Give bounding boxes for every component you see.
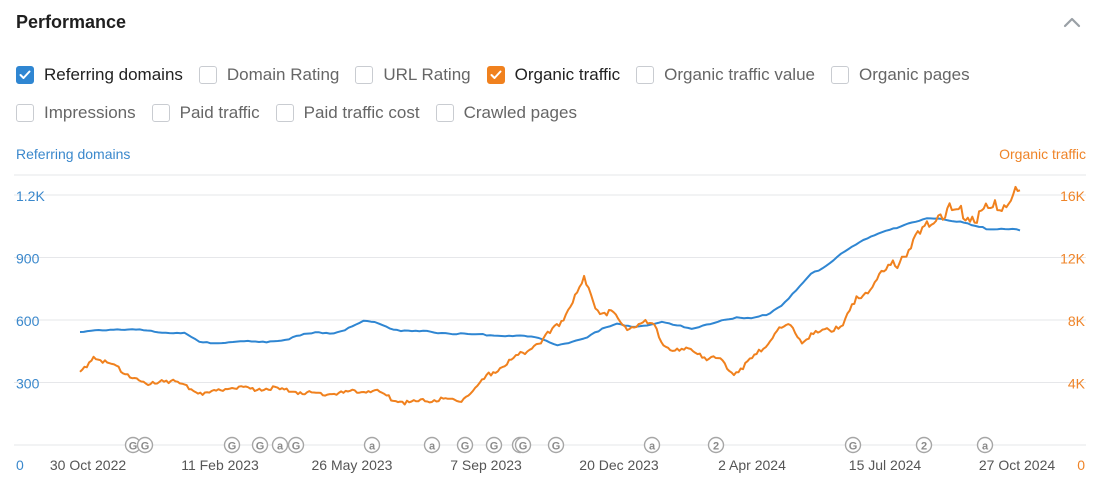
event-marker-label: G bbox=[256, 441, 265, 453]
event-marker bbox=[976, 436, 994, 454]
event-marker bbox=[456, 436, 474, 454]
event-marker-label: G bbox=[228, 441, 237, 453]
event-marker-label: a bbox=[982, 441, 989, 453]
event-marker bbox=[514, 436, 532, 454]
event-marker bbox=[251, 436, 269, 454]
metric-label: Impressions bbox=[44, 103, 136, 122]
event-marker bbox=[423, 436, 441, 454]
event-marker bbox=[547, 436, 565, 454]
metric-label: Domain Rating bbox=[226, 65, 340, 84]
metric-organic-pages[interactable]: Organic pages bbox=[831, 65, 970, 85]
metric-label: Referring domains bbox=[44, 65, 183, 84]
checkbox-impressions[interactable] bbox=[16, 104, 34, 122]
metric-organic-traffic[interactable]: Organic traffic bbox=[486, 65, 621, 85]
event-marker bbox=[915, 436, 933, 454]
event-marker bbox=[136, 436, 154, 454]
event-marker-label: a bbox=[369, 441, 376, 453]
x-tick-label: 30 Oct 2022 bbox=[50, 457, 126, 473]
left-axis-title: Referring domains bbox=[16, 146, 131, 162]
left-tick-label: 900 bbox=[16, 251, 40, 267]
event-marker-label: G bbox=[519, 441, 528, 453]
metric-label: Crawled pages bbox=[463, 103, 577, 122]
event-marker-label: G bbox=[141, 441, 150, 453]
series-line-referring-domains bbox=[79, 217, 1021, 347]
chevron-up-icon bbox=[1063, 17, 1081, 28]
x-tick-label: 27 Oct 2024 bbox=[979, 457, 1055, 473]
x-tick-label: 26 May 2023 bbox=[312, 457, 393, 473]
left-tick-label: 600 bbox=[16, 313, 40, 329]
panel-title: Performance bbox=[16, 12, 127, 32]
checkmark-icon bbox=[19, 70, 31, 79]
event-marker bbox=[223, 436, 241, 454]
event-marker-label: G bbox=[292, 441, 301, 453]
event-marker bbox=[707, 436, 725, 454]
event-marker-label: a bbox=[429, 441, 436, 453]
event-marker bbox=[643, 436, 661, 454]
event-marker-label: G bbox=[849, 441, 858, 453]
x-tick-label: 20 Dec 2023 bbox=[579, 457, 659, 473]
event-marker bbox=[363, 436, 381, 454]
checkbox-organic-pages[interactable] bbox=[831, 66, 849, 84]
event-marker-label: G bbox=[129, 441, 138, 453]
event-marker-label: G bbox=[552, 441, 561, 453]
metric-selector: Referring domains Domain Rating URL Rating… bbox=[16, 56, 1086, 132]
event-marker-label: a bbox=[277, 441, 284, 453]
right-tick-label: 16K bbox=[1060, 188, 1086, 204]
chart-canvas: 0 300 600 900 1.2K 0 4K 8K 12K 16K 30 Oct 2022 11 F… bbox=[14, 174, 1086, 473]
right-tick-label: 0 bbox=[1077, 457, 1085, 473]
metric-organic-traffic-value[interactable]: Organic traffic value bbox=[636, 65, 815, 85]
checkbox-paid-traffic-cost[interactable] bbox=[275, 104, 294, 122]
event-marker bbox=[271, 436, 289, 454]
metric-label: Organic traffic value bbox=[664, 65, 815, 84]
metric-label: Organic pages bbox=[859, 65, 970, 84]
left-tick-label: 1.2K bbox=[16, 188, 45, 204]
checkbox-url-rating[interactable] bbox=[355, 66, 374, 84]
checkbox-organic-traffic-value[interactable] bbox=[636, 66, 655, 84]
event-marker bbox=[485, 436, 503, 454]
x-tick-label: 15 Jul 2024 bbox=[849, 457, 922, 473]
checkbox-paid-traffic[interactable] bbox=[151, 104, 170, 122]
metric-row: Referring domains Domain Rating URL Rating… bbox=[16, 56, 1086, 94]
metric-label: Paid traffic cost bbox=[303, 103, 420, 122]
metric-referring-domains[interactable]: Referring domains bbox=[16, 65, 183, 85]
event-marker-label: G bbox=[490, 441, 499, 453]
metric-paid-traffic[interactable]: Paid traffic bbox=[151, 103, 260, 123]
performance-chart: Referring domains Organic traffic 0 300 60… bbox=[0, 140, 1100, 490]
checkmark-icon bbox=[490, 70, 502, 79]
event-marker bbox=[287, 436, 305, 454]
x-tick-label: 11 Feb 2023 bbox=[181, 457, 259, 473]
checkbox-crawled-pages[interactable] bbox=[435, 104, 454, 122]
metric-row: Impressions Paid traffic Paid traffic cost… bbox=[16, 94, 1086, 132]
metric-crawled-pages[interactable]: Crawled pages bbox=[435, 103, 577, 123]
metric-domain-rating[interactable]: Domain Rating bbox=[198, 65, 340, 85]
event-marker bbox=[844, 436, 862, 454]
checkbox-organic-traffic[interactable] bbox=[486, 66, 505, 84]
event-marker-label: 2 bbox=[713, 441, 719, 453]
series-line-organic-traffic bbox=[79, 185, 1021, 406]
metric-impressions[interactable]: Impressions bbox=[16, 103, 136, 123]
event-marker-label: G bbox=[461, 441, 470, 453]
left-tick-label: 0 bbox=[16, 457, 24, 473]
left-tick-label: 300 bbox=[16, 376, 40, 392]
right-axis-title: Organic traffic bbox=[999, 146, 1086, 162]
x-tick-label: 2 Apr 2024 bbox=[718, 457, 786, 473]
event-marker-label: 2 bbox=[921, 441, 927, 453]
right-tick-label: 8K bbox=[1068, 313, 1086, 329]
checkbox-referring-domains[interactable] bbox=[16, 66, 34, 84]
right-tick-label: 4K bbox=[1068, 376, 1086, 392]
collapse-button[interactable] bbox=[1060, 10, 1084, 34]
metric-label: URL Rating bbox=[383, 65, 471, 84]
metric-label: Paid traffic bbox=[179, 103, 260, 122]
right-tick-label: 12K bbox=[1060, 251, 1086, 267]
checkbox-domain-rating[interactable] bbox=[198, 66, 217, 84]
x-tick-label: 7 Sep 2023 bbox=[450, 457, 522, 473]
metric-url-rating[interactable]: URL Rating bbox=[355, 65, 471, 85]
metric-label: Organic traffic bbox=[514, 65, 621, 84]
event-marker-label: a bbox=[649, 441, 656, 453]
metric-paid-traffic-cost[interactable]: Paid traffic cost bbox=[275, 103, 420, 123]
